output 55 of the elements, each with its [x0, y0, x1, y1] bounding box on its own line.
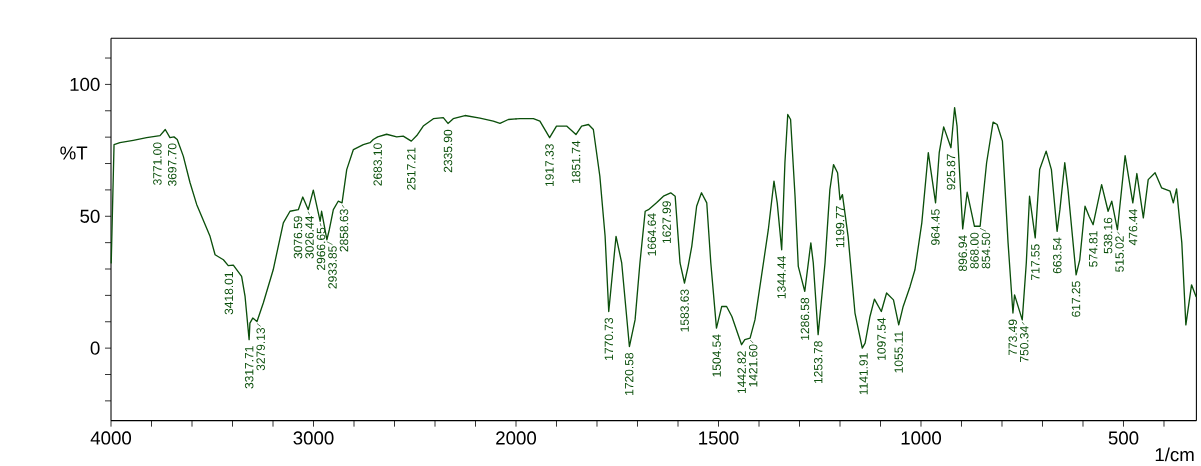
- annotation: 1199.77: [835, 206, 845, 248]
- annotation: 1442.82: [737, 351, 746, 394]
- x-tick-label: 4000: [90, 431, 132, 445]
- annotation: 3771.00: [153, 142, 162, 185]
- annotation: 1770.73: [604, 317, 614, 360]
- y-tick-label: 0: [90, 341, 100, 355]
- annotation: 2335.90: [443, 129, 453, 173]
- annotation: 773.49: [1008, 319, 1017, 356]
- annotation: 1253.78: [813, 341, 823, 384]
- annotation: 1917.33: [545, 144, 554, 187]
- x-tick-label: 2000: [496, 431, 537, 445]
- annotation: 3418.01: [224, 272, 234, 315]
- annotation: 538.16: [1103, 217, 1113, 254]
- annotation: 750.34: [1019, 326, 1029, 362]
- x-tick-label: 3000: [293, 431, 334, 445]
- annotation: 617.25: [1071, 281, 1081, 317]
- annotation: 2683.10: [373, 143, 382, 186]
- annotation: 1055.11: [894, 331, 903, 373]
- annotation: 574.81: [1088, 231, 1098, 267]
- annotation: 663.54: [1053, 237, 1062, 274]
- annotation: 1504.54: [712, 334, 721, 377]
- annotation: 896.94: [958, 235, 967, 272]
- annotation: 964.45: [931, 209, 940, 245]
- annotation: 1286.58: [800, 297, 810, 340]
- annotation: 2966.65: [316, 227, 326, 270]
- annotation: 1664.64: [647, 213, 657, 256]
- annotation: 476.44: [1128, 209, 1138, 246]
- annotation: 868.00: [970, 232, 979, 269]
- annotation: 3279.13: [256, 327, 265, 371]
- annotation: 1583.63: [680, 289, 689, 332]
- annotation: 515.02: [1115, 236, 1124, 272]
- annotation: 2858.63: [339, 209, 349, 252]
- annotation: 1141.91: [859, 353, 868, 395]
- annotation: 1344.44: [777, 256, 786, 299]
- annotation: 1627.99: [662, 201, 671, 244]
- annotation: 3026.44: [305, 215, 314, 259]
- x-tick-label: 1000: [901, 431, 942, 445]
- annotation: 1097.54: [877, 317, 886, 360]
- annotation: 854.50: [981, 232, 991, 269]
- x-tick-label: 500: [1108, 431, 1139, 445]
- annotation: 3317.71: [244, 346, 254, 389]
- y-axis-title: %T: [60, 146, 88, 160]
- y-tick-label: 100: [70, 77, 100, 92]
- y-tick-label: 50: [80, 209, 100, 223]
- annotation: 717.55: [1031, 244, 1040, 280]
- annotation: 3697.70: [167, 143, 177, 186]
- annotation: 1851.74: [571, 140, 581, 183]
- annotation: 2933.85: [328, 246, 337, 289]
- annotation: 3076.59: [293, 216, 303, 259]
- x-axis-title: 1/cm: [1155, 447, 1194, 462]
- annotation: 2517.21: [407, 147, 416, 190]
- annotation: 1720.58: [624, 353, 634, 395]
- x-tick-label: 1500: [699, 431, 739, 445]
- annotation: 1421.60: [748, 344, 758, 387]
- annotation: 925.87: [946, 154, 956, 190]
